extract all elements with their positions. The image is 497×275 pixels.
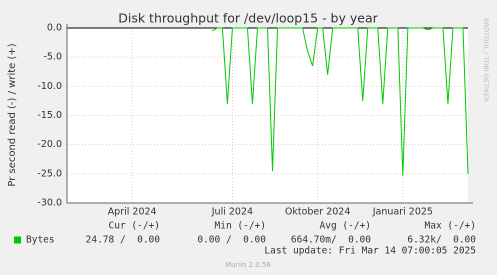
y-tick-label: -30.0 xyxy=(37,198,62,209)
stats-value: 664.70m/ 0.00 xyxy=(291,235,371,246)
footer: Munin 2.0.56 xyxy=(225,261,271,269)
chart-title: Disk throughput for /dev/loop15 - by yea… xyxy=(118,11,378,26)
x-tick-label: April 2024 xyxy=(108,207,157,218)
x-tick-label: Januari 2025 xyxy=(372,207,433,218)
y-axis-label: Pr second read (-) / write (+) xyxy=(7,43,18,186)
stats-header: Max (-/+) xyxy=(425,221,476,232)
stats-header: Min (-/+) xyxy=(215,221,266,232)
stats-value: 0.00 / 0.00 xyxy=(197,235,266,246)
x-tick-label: Juli 2024 xyxy=(211,207,253,218)
y-tick-label: -15.0 xyxy=(37,110,62,121)
stats-value: 24.78 / 0.00 xyxy=(86,235,161,246)
y-tick-label: -5.0 xyxy=(43,52,62,63)
last-update: Last update: Fri Mar 14 07:00:05 2025 xyxy=(264,246,476,257)
stats-header: Cur (-/+) xyxy=(109,221,160,232)
legend-swatch xyxy=(14,236,21,244)
y-tick-label: -25.0 xyxy=(37,168,62,179)
data-line xyxy=(212,27,469,176)
side-label: RRDTOOL / TOBI OETIKER xyxy=(482,18,490,102)
stats-header: Avg (-/+) xyxy=(320,221,371,232)
y-tick-label: -10.0 xyxy=(37,81,62,92)
legend-label: Bytes xyxy=(26,235,55,246)
y-tick-label: -20.0 xyxy=(37,139,62,150)
x-tick-label: Oktober 2024 xyxy=(285,207,351,218)
y-tick-label: 0.0 xyxy=(47,23,62,34)
stats-value: 6.32k/ 0.00 xyxy=(407,235,476,246)
